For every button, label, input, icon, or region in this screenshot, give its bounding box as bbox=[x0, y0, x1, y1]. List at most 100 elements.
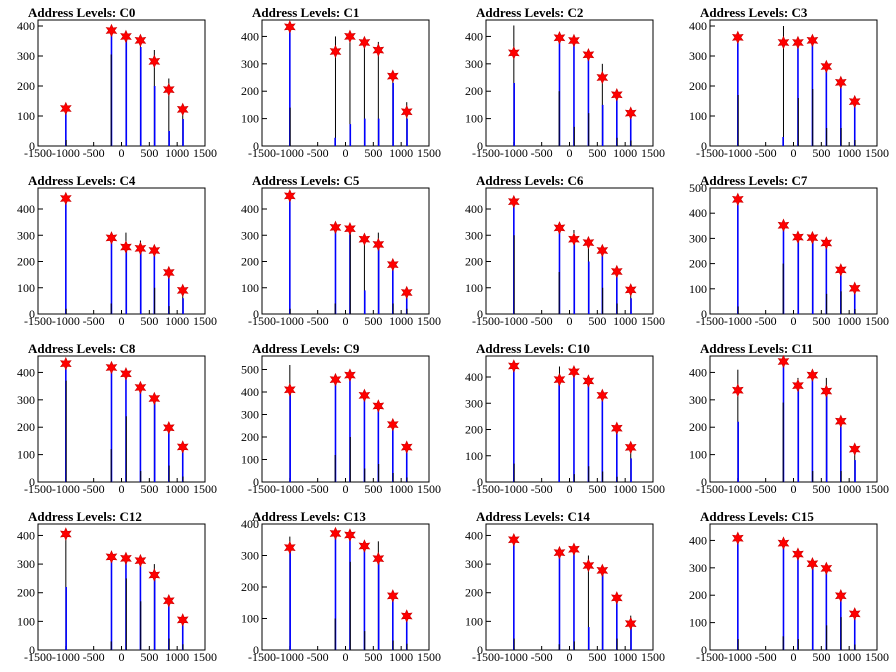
peak-star-marker bbox=[806, 33, 819, 48]
y-tick-label: 400 bbox=[689, 365, 707, 379]
y-tick-label: 0 bbox=[701, 139, 707, 153]
peak-star-marker bbox=[582, 558, 595, 573]
y-tick-label: 300 bbox=[241, 408, 259, 422]
y-tick-label: 100 bbox=[17, 109, 35, 123]
y-tick-label: 300 bbox=[465, 396, 483, 410]
chart-title: Address Levels: C5 bbox=[252, 173, 360, 188]
peak-star-marker bbox=[777, 35, 790, 50]
x-tick-label: -500 bbox=[307, 314, 329, 328]
x-tick-label: -500 bbox=[83, 146, 105, 160]
plot-frame bbox=[709, 187, 878, 315]
plot-frame bbox=[709, 355, 878, 483]
peak-star-marker bbox=[386, 69, 399, 83]
y-tick-label: 0 bbox=[253, 307, 259, 321]
peak-star-marker bbox=[358, 539, 371, 553]
x-tick-label: -1000 bbox=[52, 650, 80, 664]
y-tick-label: 100 bbox=[241, 112, 259, 126]
peak-star-marker bbox=[731, 531, 744, 545]
peak-star-marker bbox=[507, 194, 520, 209]
x-tick-label: -1000 bbox=[276, 314, 304, 328]
peak-star-marker bbox=[134, 553, 147, 568]
x-tick-label: 500 bbox=[588, 146, 606, 160]
plot-frame bbox=[709, 523, 878, 651]
x-tick-label: 500 bbox=[140, 650, 158, 664]
peak-star-marker bbox=[59, 191, 72, 206]
peak-star-marker bbox=[162, 421, 175, 435]
y-tick-label: 200 bbox=[17, 79, 35, 93]
y-tick-label: 200 bbox=[689, 79, 707, 93]
plot-frame bbox=[37, 523, 206, 651]
peak-star-marker bbox=[372, 43, 385, 57]
y-tick-label: 100 bbox=[17, 448, 35, 462]
x-tick-label: 0 bbox=[343, 482, 349, 496]
x-tick-label: -1500 bbox=[696, 650, 724, 664]
x-tick-label: 0 bbox=[343, 314, 349, 328]
peak-star-marker bbox=[329, 44, 342, 59]
x-tick-label: -1000 bbox=[724, 314, 752, 328]
y-tick-label: 300 bbox=[17, 393, 35, 407]
x-tick-label: -1000 bbox=[500, 314, 528, 328]
y-tick-label: 400 bbox=[689, 533, 707, 547]
x-tick-label: -500 bbox=[307, 482, 329, 496]
y-tick-label: 200 bbox=[241, 580, 259, 594]
peak-star-marker bbox=[176, 440, 189, 454]
y-tick-label: 100 bbox=[241, 612, 259, 626]
y-tick-label: 0 bbox=[477, 307, 483, 321]
chart-title: Address Levels: C14 bbox=[476, 509, 590, 524]
x-tick-label: 1000 bbox=[389, 650, 413, 664]
peak-star-marker bbox=[344, 221, 356, 236]
chart-panel: Address Levels: C8 0 100 200 300 400 -1500 -100… bbox=[17, 341, 217, 496]
plot-frame bbox=[261, 523, 430, 651]
x-tick-label: 1000 bbox=[165, 314, 189, 328]
plot-frame bbox=[261, 355, 430, 483]
y-tick-label: 100 bbox=[465, 281, 483, 295]
x-tick-label: 0 bbox=[791, 314, 797, 328]
y-tick-label: 300 bbox=[241, 549, 259, 563]
peak-star-marker bbox=[283, 20, 296, 34]
peak-star-marker bbox=[329, 372, 342, 387]
peak-star-marker bbox=[596, 563, 609, 578]
x-tick-label: -1500 bbox=[472, 482, 500, 496]
y-tick-label: 0 bbox=[253, 643, 259, 657]
x-tick-label: 500 bbox=[812, 650, 830, 664]
x-tick-label: 1500 bbox=[641, 482, 665, 496]
y-tick-label: 0 bbox=[477, 139, 483, 153]
y-tick-label: 200 bbox=[241, 255, 259, 269]
peak-star-marker bbox=[329, 526, 342, 541]
y-tick-label: 100 bbox=[241, 453, 259, 467]
y-tick-label: 100 bbox=[689, 448, 707, 462]
x-tick-label: -1500 bbox=[472, 146, 500, 160]
x-tick-label: 1000 bbox=[837, 482, 861, 496]
peak-star-marker bbox=[400, 105, 413, 119]
x-tick-label: 500 bbox=[588, 650, 606, 664]
y-tick-label: 300 bbox=[241, 57, 259, 71]
y-tick-label: 400 bbox=[241, 517, 259, 531]
peak-star-marker bbox=[624, 616, 637, 631]
x-tick-label: 0 bbox=[791, 650, 797, 664]
peak-star-marker bbox=[148, 54, 161, 69]
chart-title: Address Levels: C7 bbox=[700, 173, 808, 188]
x-tick-label: 500 bbox=[588, 482, 606, 496]
peak-star-marker bbox=[358, 388, 371, 403]
y-tick-label: 300 bbox=[17, 49, 35, 63]
peak-star-marker bbox=[834, 414, 847, 428]
x-tick-label: -1000 bbox=[500, 650, 528, 664]
x-tick-label: -500 bbox=[83, 482, 105, 496]
peak-star-marker bbox=[568, 33, 580, 48]
y-tick-label: 200 bbox=[241, 84, 259, 98]
x-tick-label: 0 bbox=[567, 482, 573, 496]
x-tick-label: 500 bbox=[812, 146, 830, 160]
peak-star-marker bbox=[162, 594, 175, 608]
y-tick-label: 400 bbox=[17, 528, 35, 542]
peak-star-marker bbox=[59, 527, 72, 541]
peak-star-marker bbox=[820, 384, 833, 398]
peak-star-marker bbox=[400, 440, 413, 454]
peak-star-marker bbox=[283, 189, 296, 203]
y-tick-label: 200 bbox=[241, 430, 259, 444]
peak-star-marker bbox=[134, 241, 147, 256]
x-tick-label: -1500 bbox=[696, 482, 724, 496]
peak-star-marker bbox=[176, 613, 189, 627]
x-tick-label: 0 bbox=[567, 650, 573, 664]
peak-star-marker bbox=[624, 106, 637, 120]
x-tick-label: -500 bbox=[531, 482, 553, 496]
